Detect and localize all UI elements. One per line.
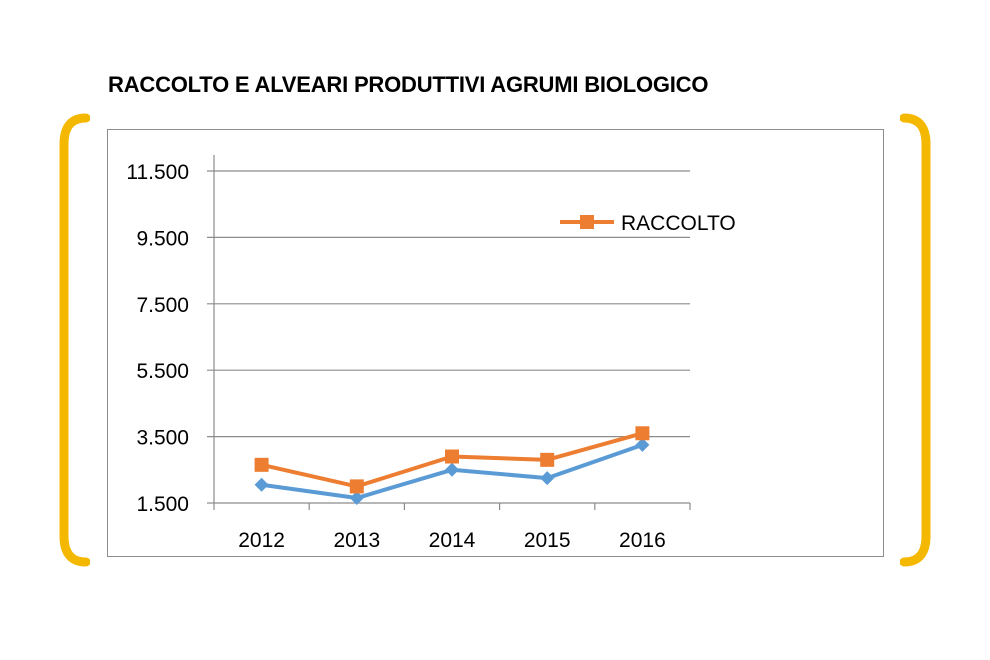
data-point-diamond [635, 437, 650, 452]
data-point-diamond [540, 471, 555, 486]
y-tick-label: 1.500 [136, 493, 189, 516]
y-tick-label: 9.500 [136, 227, 189, 250]
y-tick-label: 11.500 [126, 161, 189, 184]
x-tick-label: 2015 [524, 529, 571, 552]
x-tick-label: 2016 [619, 529, 666, 552]
right-bracket-decoration [900, 113, 931, 567]
data-point-diamond [445, 462, 459, 477]
tick-labels: 1.500 3.500 5.500 7.500 9.500 11.500 2012 2013 2… [126, 161, 665, 552]
y-tick-label: 3.500 [136, 427, 189, 450]
x-tick-label: 2014 [429, 529, 476, 552]
left-bracket-decoration [59, 113, 90, 567]
y-tick-label: 5.500 [136, 360, 189, 383]
legend: RACCOLTO [560, 212, 736, 235]
chart-frame [107, 129, 884, 557]
data-point-square [349, 479, 364, 494]
x-tick-label: 2012 [238, 529, 285, 552]
data-point-square [635, 426, 650, 441]
page-title: RACCOLTO E ALVEARI PRODUTTIVI AGRUMI BIO… [108, 72, 709, 97]
series [254, 426, 650, 506]
axes [207, 155, 691, 510]
data-point-square [445, 449, 459, 464]
gridlines [207, 170, 690, 438]
data-point-diamond [349, 491, 364, 506]
data-point-square [540, 452, 555, 467]
legend-label: RACCOLTO [621, 212, 736, 235]
data-point-diamond [254, 477, 269, 492]
data-point-square [254, 457, 269, 472]
y-tick-label: 7.500 [136, 294, 189, 317]
x-tick-label: 2013 [333, 529, 380, 552]
legend-marker [580, 215, 594, 229]
